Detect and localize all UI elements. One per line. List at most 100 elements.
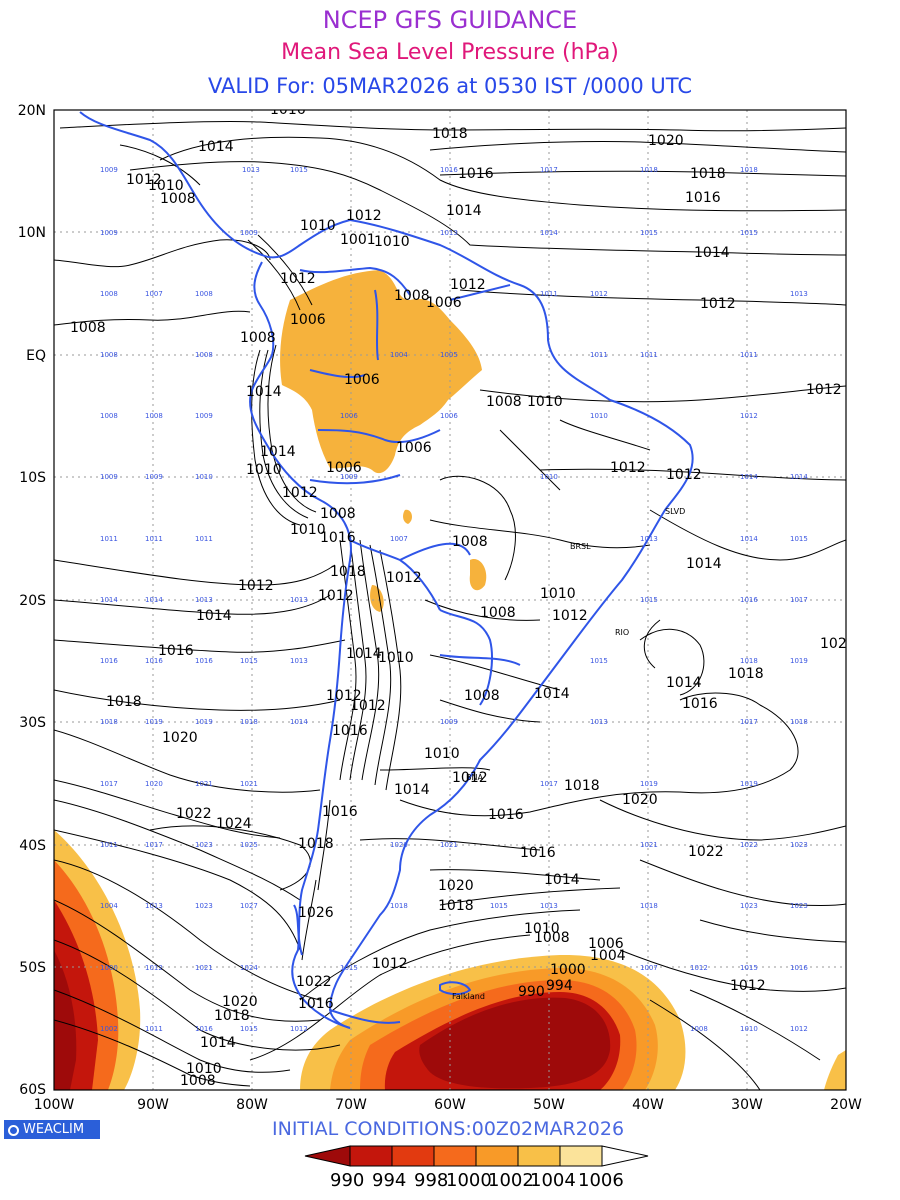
svg-text:1012: 1012 (740, 412, 758, 420)
svg-text:1016: 1016 (790, 964, 808, 972)
svg-text:1012: 1012 (790, 1025, 808, 1033)
colorbar-label: 998 (414, 1170, 449, 1191)
svg-text:1012: 1012 (346, 208, 382, 224)
svg-text:1012: 1012 (806, 382, 842, 398)
chart-subtitle: Mean Sea Level Pressure (hPa) (281, 40, 619, 65)
svg-text:1022: 1022 (688, 844, 724, 860)
svg-text:1012: 1012 (282, 485, 318, 501)
svg-text:1014: 1014 (198, 139, 234, 155)
svg-text:1012: 1012 (552, 608, 588, 624)
svg-text:1008: 1008 (452, 534, 488, 550)
svg-text:1018: 1018 (240, 718, 258, 726)
svg-text:1009: 1009 (100, 229, 118, 237)
svg-text:1018: 1018 (438, 898, 474, 914)
svg-text:1016: 1016 (195, 657, 213, 665)
colorbar-triangle-high (601, 1145, 649, 1167)
lat-label-60s: 60S (19, 1082, 46, 1098)
svg-text:1017: 1017 (540, 166, 558, 174)
svg-text:1014: 1014 (694, 245, 730, 261)
svg-text:1016: 1016 (685, 190, 721, 206)
lon-label-60w: 60W (434, 1097, 466, 1113)
svg-text:1018: 1018 (790, 718, 808, 726)
svg-text:1010: 1010 (378, 650, 414, 666)
svg-text:1008: 1008 (394, 288, 430, 304)
svg-text:SLVD: SLVD (665, 507, 685, 516)
svg-text:1014: 1014 (246, 384, 282, 400)
svg-text:1009: 1009 (195, 412, 213, 420)
svg-text:1008: 1008 (100, 290, 118, 298)
svg-text:Falkland: Falkland (452, 992, 485, 1001)
svg-text:1014: 1014 (540, 229, 558, 237)
svg-text:1004: 1004 (590, 948, 626, 964)
svg-text:1010: 1010 (148, 178, 184, 194)
svg-text:1010: 1010 (246, 462, 282, 478)
svg-text:1015: 1015 (590, 657, 608, 665)
svg-text:1007: 1007 (390, 535, 408, 543)
colorbar-triangle-low (304, 1145, 351, 1167)
svg-text:1014: 1014 (666, 675, 702, 691)
svg-text:1014: 1014 (686, 556, 722, 572)
svg-text:1009: 1009 (340, 473, 358, 481)
svg-text:1012: 1012 (730, 978, 766, 994)
svg-text:1011: 1011 (100, 535, 118, 543)
svg-text:1018: 1018 (100, 718, 118, 726)
svg-text:BNA: BNA (466, 773, 483, 782)
svg-text:1017: 1017 (540, 780, 558, 788)
svg-text:1023: 1023 (790, 902, 808, 910)
coastlines (79, 111, 694, 1029)
svg-text:1000: 1000 (550, 962, 586, 978)
svg-text:1018: 1018 (432, 126, 468, 142)
svg-text:1024: 1024 (216, 816, 252, 832)
svg-text:1014: 1014 (145, 596, 163, 604)
svg-text:1008: 1008 (100, 412, 118, 420)
lat-label-40s: 40S (19, 838, 46, 854)
svg-text:1013: 1013 (290, 657, 308, 665)
svg-text:1013: 1013 (145, 902, 163, 910)
svg-text:1020: 1020 (648, 133, 684, 149)
svg-text:1014: 1014 (534, 686, 570, 702)
svg-text:1012: 1012 (610, 460, 646, 476)
svg-text:1008: 1008 (195, 290, 213, 298)
weaclim-badge[interactable]: WEACLIM (4, 1120, 100, 1139)
svg-text:1018: 1018 (298, 836, 334, 852)
lat-label-20s: 20S (19, 593, 46, 609)
graticule (54, 110, 846, 1090)
svg-text:1009: 1009 (100, 473, 118, 481)
svg-text:1014: 1014 (446, 203, 482, 219)
svg-text:1015: 1015 (640, 596, 658, 604)
lat-label-20n: 20N (17, 103, 46, 119)
svg-text:1016: 1016 (320, 530, 356, 546)
colorbar-label: 1006 (578, 1170, 624, 1191)
lon-label-30w: 30W (731, 1097, 763, 1113)
lon-label-80w: 80W (236, 1097, 268, 1113)
svg-text:1016: 1016 (740, 596, 758, 604)
svg-text:1015: 1015 (640, 229, 658, 237)
place-labels: BRSL RIO SLVD Falkland BNA (452, 507, 685, 1001)
svg-text:1020: 1020 (145, 780, 163, 788)
svg-text:1012: 1012 (318, 588, 354, 604)
svg-text:1023: 1023 (195, 902, 213, 910)
svg-text:1012: 1012 (690, 964, 708, 972)
svg-text:1023: 1023 (740, 902, 758, 910)
svg-text:1016: 1016 (520, 845, 556, 861)
svg-text:1020: 1020 (390, 841, 408, 849)
svg-text:1006: 1006 (340, 412, 358, 420)
svg-text:1019: 1019 (195, 718, 213, 726)
svg-text:1011: 1011 (145, 535, 163, 543)
lat-label-50s: 50S (19, 960, 46, 976)
svg-text:1020: 1020 (222, 994, 258, 1010)
svg-text:1021: 1021 (440, 841, 458, 849)
colorbar-label: 1002 (488, 1170, 534, 1191)
svg-text:1008: 1008 (240, 330, 276, 346)
svg-text:1014: 1014 (790, 473, 808, 481)
andes-isobars (119, 144, 402, 961)
svg-text:1011: 1011 (540, 290, 558, 298)
svg-text:1010: 1010 (590, 412, 608, 420)
svg-text:1012: 1012 (450, 277, 486, 293)
svg-text:1010: 1010 (300, 218, 336, 234)
svg-text:1018: 1018 (728, 666, 764, 682)
svg-text:1012: 1012 (666, 467, 702, 483)
svg-text:1021: 1021 (240, 780, 258, 788)
colorbar-box (391, 1145, 435, 1167)
svg-text:1017: 1017 (100, 780, 118, 788)
